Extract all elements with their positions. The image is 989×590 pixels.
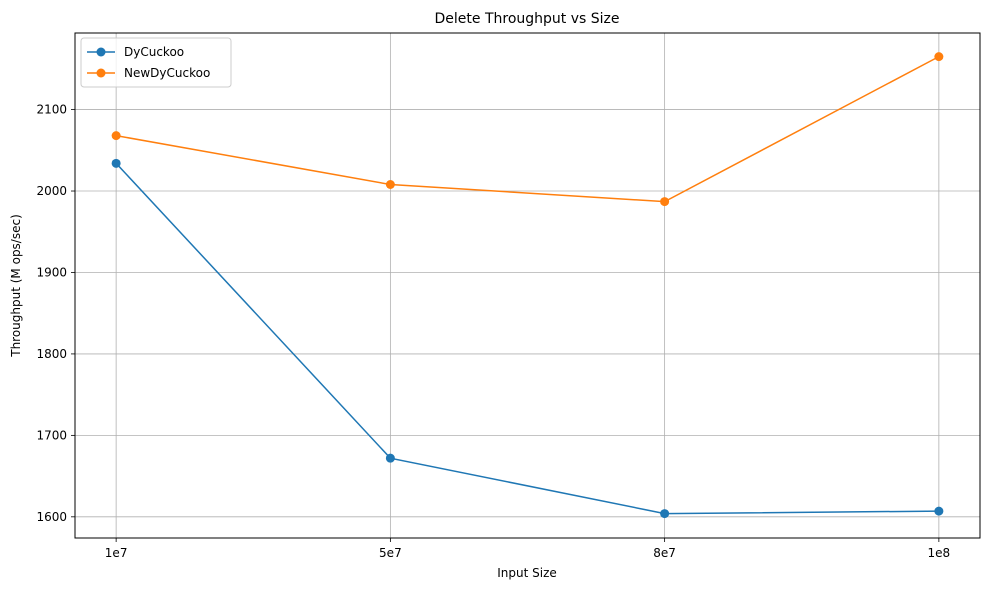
data-point-newdycuckoo <box>111 131 121 141</box>
y-axis: 1600 1700 1800 1900 2000 2100 <box>36 103 75 524</box>
y-tick-label: 2100 <box>36 103 67 117</box>
series-line-newdycuckoo <box>116 55 940 203</box>
x-tick-label: 5e7 <box>379 546 402 560</box>
y-tick-label: 1600 <box>36 510 67 524</box>
series-line-dycuckoo <box>115 162 939 515</box>
x-axis: 1e7 5e7 8e7 1e8 <box>105 538 950 560</box>
data-point-dycuckoo <box>111 158 121 168</box>
data-point-dycuckoo <box>660 509 670 519</box>
y-tick-label: 2000 <box>36 184 67 198</box>
data-point-dycuckoo <box>385 453 395 463</box>
x-tick-label: 8e7 <box>653 546 676 560</box>
legend-label-dycuckoo: DyCuckoo <box>124 45 184 59</box>
y-tick-label: 1900 <box>36 265 67 279</box>
legend: DyCuckoo NewDyCuckoo <box>80 37 232 88</box>
legend-box <box>80 37 232 88</box>
legend-marker-dycuckoo <box>96 47 106 57</box>
y-tick-label: 1700 <box>36 428 67 442</box>
y-tick-label: 1800 <box>36 347 67 361</box>
data-point-newdycuckoo <box>660 197 670 207</box>
data-point-newdycuckoo <box>385 180 395 189</box>
x-tick-label: 1e7 <box>105 546 128 560</box>
chart-title: Delete Throughput vs Size <box>435 11 620 27</box>
legend-label-newdycuckoo: NewDyCuckoo <box>124 66 210 80</box>
x-tick-label: 1e8 <box>928 546 951 560</box>
x-axis-label: Input Size <box>497 566 557 580</box>
data-point-dycuckoo <box>934 506 944 516</box>
grid-lines <box>75 33 980 538</box>
plot-area-frame <box>74 32 981 539</box>
data-point-newdycuckoo <box>934 52 944 62</box>
y-axis-label: Throughput (M ops/sec) <box>9 214 23 358</box>
series-layer <box>111 52 944 519</box>
legend-marker-newdycuckoo <box>96 68 106 78</box>
